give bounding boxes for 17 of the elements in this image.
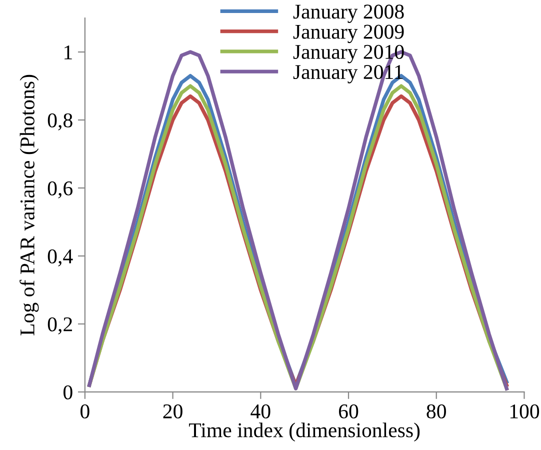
y-axis-title: Log of PAR variance (Photons) — [20, 74, 39, 336]
x-axis-title: Time index (dimensionless) — [189, 422, 420, 442]
y-tick-label: 0,8 — [48, 113, 72, 130]
legend-label: January 2010 — [293, 44, 404, 64]
x-tick-label: 40 — [250, 404, 270, 418]
x-tick-label: 100 — [510, 404, 540, 418]
y-tick-label: 0,4 — [48, 249, 73, 266]
y-tick-label: 0 — [64, 385, 72, 400]
x-tick-label: 0 — [80, 404, 90, 418]
x-tick-label: 80 — [426, 404, 446, 418]
y-tick-label: 0,2 — [48, 317, 72, 334]
x-tick-label: 20 — [163, 404, 182, 418]
legend-label: January 2008 — [293, 4, 404, 23]
x-tick-label: 60 — [338, 404, 358, 418]
legend-label: January 2009 — [293, 24, 404, 44]
y-tick-label: 1 — [64, 45, 72, 60]
y-tick-label: 0,6 — [48, 181, 73, 198]
